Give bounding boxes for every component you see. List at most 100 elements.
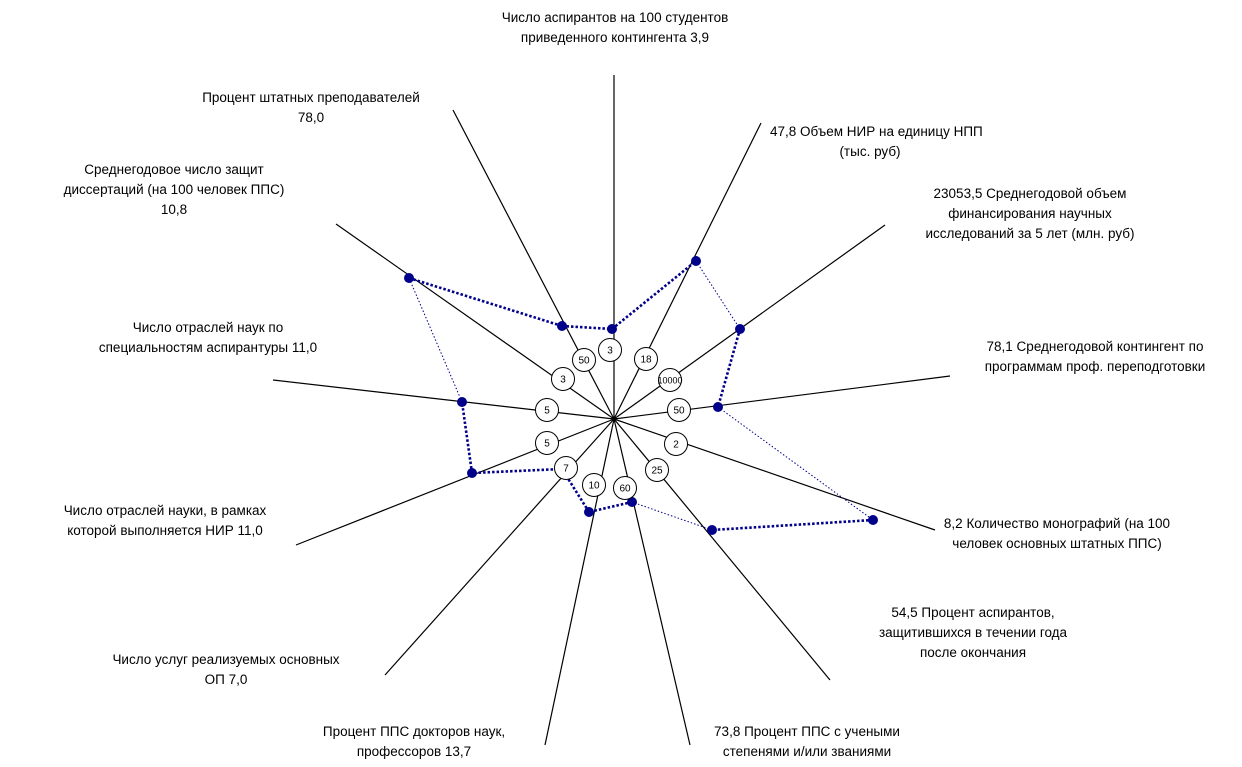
threshold-circle — [634, 347, 658, 371]
threshold-marker-2: 18 — [634, 347, 658, 371]
axis-label-line: Число отраслей наук по — [132, 320, 284, 335]
value-point-12 — [404, 273, 414, 283]
threshold-circle — [658, 368, 682, 392]
threshold-value: 50 — [673, 406, 685, 417]
axis-label-line: Число аспирантов на 100 студентов — [501, 10, 729, 25]
axis-label-7: 73,8 Процент ППС с учеными степенями и/ил… — [696, 722, 918, 762]
value-link-2 — [695, 260, 741, 330]
axis-label-line: которой выполняется НИР 11,0 — [67, 523, 263, 538]
threshold-value: 7 — [563, 464, 569, 475]
axis-label-line: ОП 7,0 — [204, 672, 248, 687]
axis-label-line: Процент штатных преподавателей — [202, 90, 420, 105]
axis-label-line: после окончания — [919, 645, 1027, 660]
threshold-circle — [664, 432, 688, 456]
threshold-circle — [667, 398, 691, 422]
threshold-marker-11: 5 — [535, 398, 559, 422]
axis-label-line: Число отраслей науки, в рамках — [63, 503, 267, 518]
axis-label-2: 47,8 Объем НИР на единицу НПП (тыс. руб) — [770, 122, 983, 162]
threshold-marker-6: 25 — [645, 458, 669, 482]
axis-label-line: человек основных штатных ППС) — [952, 536, 1162, 551]
axis-label-line: профессоров 13,7 — [356, 744, 472, 759]
value-point-5 — [868, 515, 878, 525]
axis-label-line: Процент ППС докторов наук, — [322, 724, 506, 739]
threshold-value: 25 — [651, 466, 663, 477]
axis-label-line: специальностям аспирантуры 11,0 — [98, 340, 318, 355]
value-link-12 — [408, 276, 563, 328]
value-link-11 — [408, 277, 463, 403]
threshold-circle — [535, 398, 559, 422]
value-point-3 — [735, 324, 745, 334]
value-link-5 — [711, 518, 874, 532]
axis-line-10 — [295, 418, 615, 546]
threshold-circle — [572, 348, 596, 372]
axis-line-13 — [452, 109, 615, 420]
threshold-marker-12: 3 — [551, 367, 575, 391]
threshold-value: 10000 — [657, 376, 682, 386]
threshold-value: 50 — [578, 356, 590, 367]
threshold-marker-1: 3 — [598, 338, 622, 362]
threshold-marker-5: 2 — [664, 432, 688, 456]
axis-label-line: 8,2 Количество монографий (на 100 — [943, 516, 1171, 531]
threshold-circle — [645, 458, 669, 482]
axis-label-line: 23053,5 Среднегодовой объем — [933, 186, 1127, 201]
threshold-marker-8: 10 — [582, 473, 606, 497]
axis-label-13: Процент штатных преподавателей 78,0 — [164, 88, 458, 128]
threshold-circle — [613, 476, 637, 500]
value-link-7 — [588, 500, 633, 514]
value-point-4 — [713, 402, 723, 412]
threshold-marker-13: 50 — [572, 348, 596, 372]
threshold-marker-4: 50 — [667, 398, 691, 422]
axis-line-9 — [384, 418, 615, 676]
axis-label-line: 78,1 Среднегодовой контингент по — [986, 339, 1204, 354]
threshold-marker-3: 10000 — [657, 368, 683, 392]
axis-label-1: Число аспирантов на 100 студентов приведе… — [460, 8, 770, 48]
value-link-4 — [717, 406, 874, 521]
threshold-circle — [582, 473, 606, 497]
value-point-2 — [691, 256, 701, 266]
value-link-10 — [460, 401, 474, 474]
threshold-circle — [598, 338, 622, 362]
threshold-circle — [554, 456, 578, 480]
axis-label-line: 10,8 — [160, 202, 188, 217]
axis-label-9: Число услуг реализуемых основных ОП 7,0 — [74, 650, 378, 690]
axis-line-8 — [544, 418, 615, 746]
threshold-value: 60 — [619, 484, 631, 495]
threshold-value: 3 — [560, 375, 566, 386]
axis-line-12 — [335, 223, 615, 420]
axis-label-line: диссертаций (на 100 человек ППС) — [63, 182, 285, 197]
threshold-value: 5 — [544, 439, 550, 450]
axis-label-line: приведенного контингента 3,9 — [520, 30, 710, 45]
threshold-marker-7: 60 — [613, 476, 637, 500]
threshold-circle — [535, 431, 559, 455]
axis-label-line: 54,5 Процент аспирантов, — [891, 605, 1055, 620]
axis-label-line: исследований за 5 лет (млн. руб) — [925, 226, 1135, 241]
value-point-13 — [557, 321, 567, 331]
threshold-value: 3 — [607, 346, 613, 357]
value-link-6 — [631, 501, 713, 531]
axis-line-3 — [613, 224, 886, 420]
value-point-1 — [607, 324, 617, 334]
threshold-value: 10 — [588, 481, 600, 492]
axis-label-line: Среднегодовое число защит — [84, 162, 264, 177]
value-point-8 — [584, 507, 594, 517]
value-link-1 — [611, 259, 697, 331]
threshold-value: 5 — [544, 406, 550, 417]
axis-label-12: Среднегодовое число защит диссертаций (на… — [36, 160, 312, 220]
axis-label-line: защитившихся в течении года — [878, 625, 1068, 640]
axis-label-6: 54,5 Процент аспирантов, защитившихся в т… — [848, 603, 1098, 663]
value-point-6 — [707, 525, 717, 535]
value-point-7 — [627, 497, 637, 507]
axis-label-line: (тыс. руб) — [839, 144, 901, 159]
value-point-10 — [467, 468, 477, 478]
threshold-value: 18 — [640, 355, 652, 366]
value-link-3 — [716, 328, 742, 408]
axis-label-5: 8,2 Количество монографий (на 100 человек… — [913, 514, 1201, 554]
threshold-circle — [551, 367, 575, 391]
axis-label-line: 73,8 Процент ППС с учеными — [714, 724, 900, 739]
value-link-9 — [471, 467, 563, 475]
axis-line-2 — [613, 122, 762, 420]
threshold-marker-10: 5 — [535, 431, 559, 455]
value-link-13 — [561, 324, 613, 331]
axis-line-7 — [613, 418, 691, 746]
